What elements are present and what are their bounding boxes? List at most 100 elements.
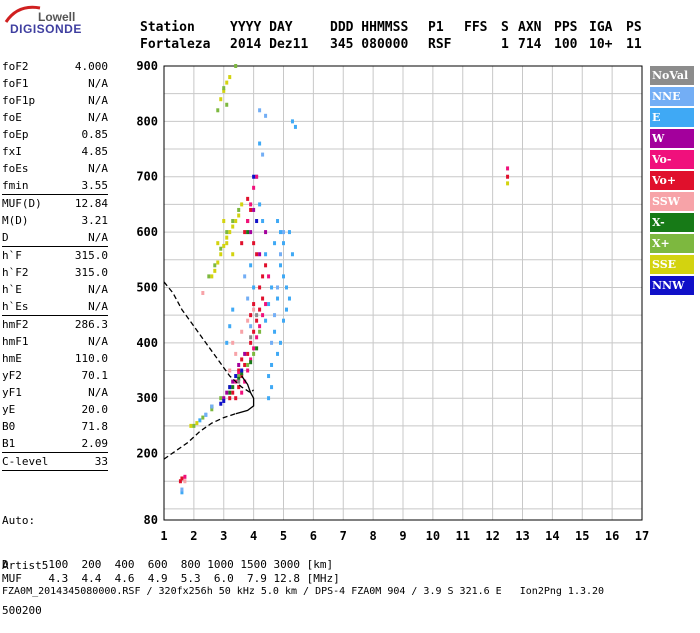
data-point-sse	[210, 274, 214, 279]
data-point-vo-	[261, 274, 265, 279]
data-point-e	[276, 296, 280, 301]
data-point-e	[273, 329, 277, 334]
data-point-vo-	[249, 340, 253, 345]
data-point-x-	[216, 108, 220, 113]
legend-item-ssw: SSW	[650, 192, 694, 211]
x-tick-label: 17	[635, 529, 649, 543]
parameter-row: h`Es N/A	[2, 298, 108, 315]
y-tick-label: 80	[144, 513, 158, 527]
data-point-vo-	[249, 207, 253, 212]
data-point-x-	[237, 376, 241, 381]
header-row2-cell-7: 100	[554, 37, 578, 52]
data-point-e	[279, 230, 283, 235]
footer-distance-row: D 100 200 400 600 800 1000 1500 3000 [km…	[2, 558, 334, 571]
data-point-x-	[240, 371, 244, 376]
header-row1-cell-0: Station	[140, 20, 195, 35]
y-tick-label: 200	[136, 447, 158, 461]
legend-item-w: W	[650, 129, 694, 148]
data-point-w	[237, 362, 241, 367]
legend-item-vo-: Vo-	[650, 150, 694, 169]
x-tick-label: 2	[190, 529, 197, 543]
header-row1-cell-8: IGA	[589, 20, 613, 35]
data-point-nnw	[234, 374, 238, 379]
data-point-noval	[255, 313, 259, 318]
data-point-nne	[273, 313, 277, 318]
header-row1-cell-7: PPS	[554, 20, 578, 35]
data-point-e	[198, 418, 202, 423]
y-tick-label: 400	[136, 336, 158, 350]
parameter-row: h`F2 315.0	[2, 264, 108, 281]
data-point-vo-	[228, 396, 232, 401]
header-row2-cell-3: RSF	[428, 37, 452, 52]
legend-item-x-: X-	[650, 213, 694, 232]
data-point-e	[231, 307, 235, 312]
x-tick-label: 16	[605, 529, 619, 543]
data-point-vo-	[261, 313, 265, 318]
parameter-value: N/A	[88, 162, 108, 175]
header-row2-cell-8: 10+	[589, 37, 613, 52]
data-point-sse	[228, 75, 232, 80]
parameter-value: 20.0	[81, 403, 109, 416]
parameter-value: 3.55	[81, 179, 109, 192]
data-point-e	[282, 274, 285, 279]
data-point-vo-	[240, 390, 244, 395]
data-point-nne	[180, 487, 184, 492]
parameter-label: C-level	[2, 455, 49, 468]
parameter-label: foF2	[2, 60, 29, 73]
y-tick-label: 900	[136, 59, 158, 73]
data-point-nnw	[219, 401, 223, 406]
parameter-value: N/A	[88, 94, 108, 107]
parameter-label: D	[2, 231, 9, 244]
parameter-row: yE 20.0	[2, 401, 108, 418]
data-point-x-	[219, 396, 223, 401]
data-point-w	[258, 252, 262, 257]
data-point-e	[276, 351, 280, 356]
parameter-separator	[2, 194, 108, 195]
parameter-label: hmF2	[2, 318, 29, 331]
data-point-e	[287, 296, 291, 301]
data-point-vo-	[237, 371, 241, 376]
digisonde-logo-swoosh	[4, 5, 41, 23]
data-point-vo-	[237, 385, 241, 390]
header-row2-cell-0: Fortaleza	[140, 37, 211, 52]
data-point-x-	[210, 407, 214, 412]
header-row2-cell-9: 11	[626, 37, 642, 52]
parameter-row: foF2 4.000	[2, 58, 108, 75]
data-point-x-	[231, 219, 235, 224]
legend-item-vo-: Vo+	[650, 171, 694, 190]
data-point-vo-	[246, 219, 250, 224]
data-point-vo-	[249, 313, 253, 318]
parameter-label: foE	[2, 111, 22, 124]
data-point-nnw	[252, 174, 256, 179]
data-point-nne	[261, 152, 265, 157]
parameter-value: 315.0	[74, 266, 108, 279]
data-point-nnw	[240, 368, 244, 373]
x-tick-label: 3	[220, 529, 227, 543]
data-point-e	[258, 141, 262, 146]
parameter-label: h`E	[2, 283, 22, 296]
data-point-e	[270, 285, 274, 290]
header-row1-cell-5: S	[501, 20, 509, 35]
header-row2-cell-1: 2014 Dez11	[230, 37, 309, 52]
legend-item-noval: NoVal	[650, 66, 694, 85]
data-point-w	[243, 351, 247, 356]
parameter-label: hmF1	[2, 335, 29, 348]
parameter-label: fxI	[2, 145, 22, 158]
data-point-x-	[192, 423, 196, 428]
data-point-vo-	[264, 302, 268, 307]
data-point-sse	[216, 260, 220, 265]
data-point-nne	[282, 230, 285, 235]
data-point-x-	[237, 207, 241, 212]
parameter-label: hmE	[2, 352, 22, 365]
data-point-w	[231, 379, 235, 384]
data-point-vo-	[243, 362, 247, 367]
data-point-e	[261, 219, 265, 224]
parameter-label: foEp	[2, 128, 29, 141]
plot-frame	[163, 65, 643, 521]
data-point-e	[225, 340, 229, 345]
parameter-value: 315.0	[74, 249, 108, 262]
parameter-row: foEs N/A	[2, 160, 108, 177]
data-point-sse	[225, 235, 229, 240]
data-point-vo-	[180, 476, 184, 481]
parameter-value: 70.1	[81, 369, 109, 382]
